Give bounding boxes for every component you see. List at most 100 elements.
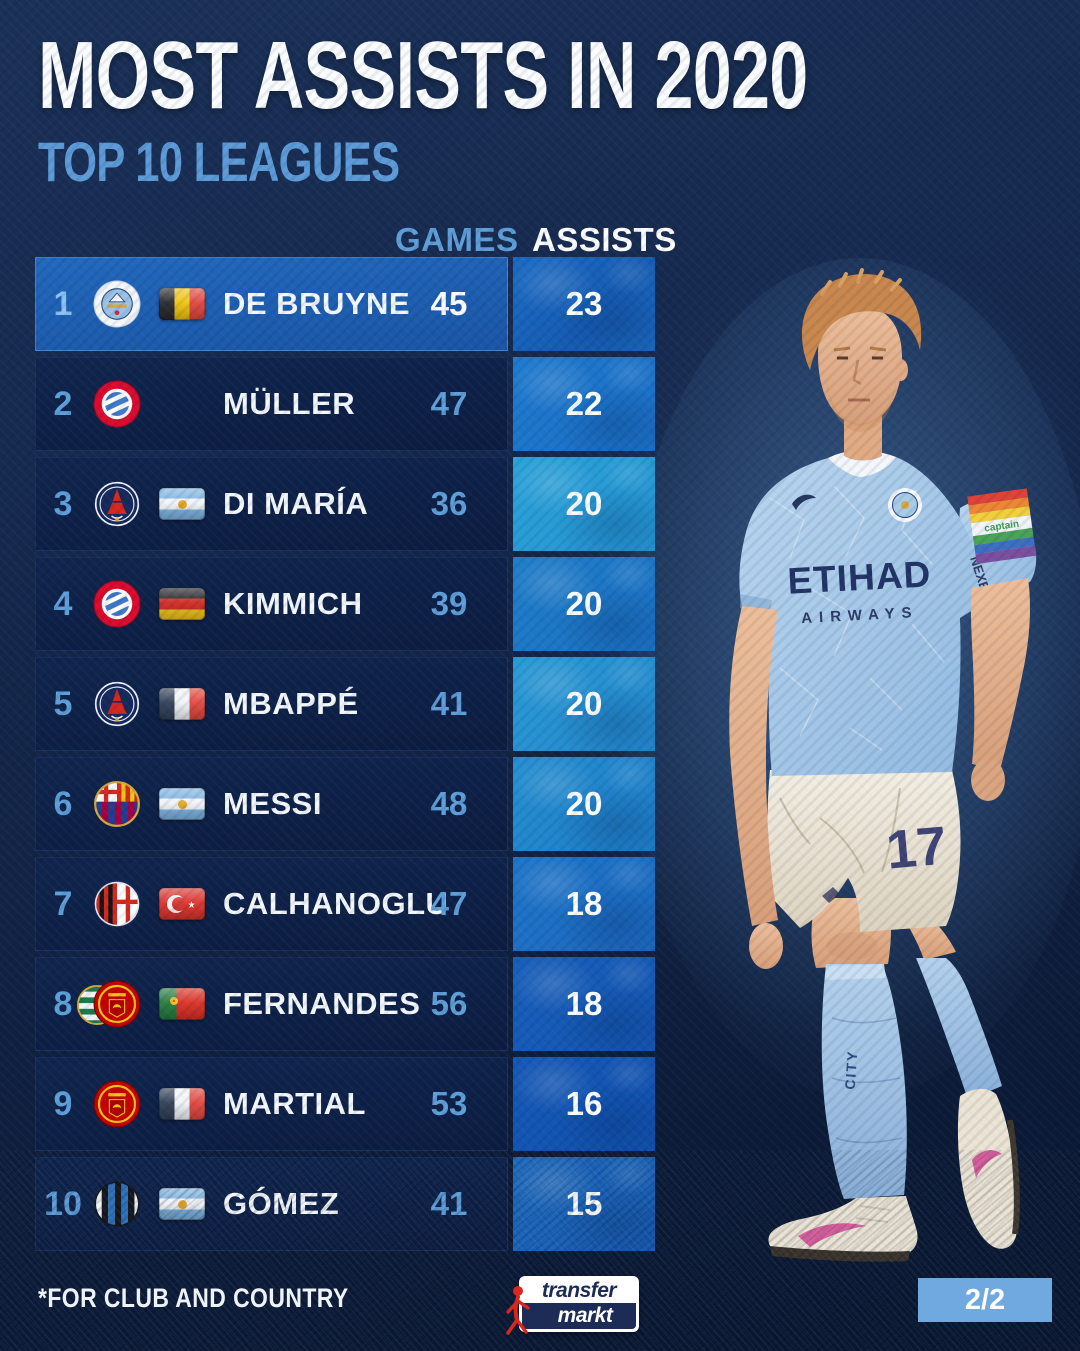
table-row: 3 DI MARÍA 36 20 — [35, 457, 655, 551]
table-row: 10 GÓMEZ 41 15 — [35, 1157, 655, 1251]
games-value: 47 — [430, 885, 468, 922]
rank-label: 10 — [44, 1184, 82, 1223]
assists-value: 18 — [565, 985, 603, 1022]
row-main-cell: 4 KIMMICH 39 — [35, 557, 508, 651]
transfermarkt-logo: transfer markt — [506, 1276, 639, 1335]
rank-label: 2 — [53, 384, 73, 423]
france-flag — [159, 688, 205, 720]
shirt-sponsor: ETIHAD — [787, 553, 933, 601]
rank-label: 3 — [53, 484, 73, 523]
manchester-united-badge — [93, 1080, 141, 1128]
puma-logo — [792, 494, 816, 510]
player-name: FERNANDES — [223, 986, 421, 1021]
france-flag — [159, 1088, 205, 1120]
assists-cell: 20 — [513, 457, 655, 551]
man-city-crest — [888, 488, 922, 522]
column-header-assists: ASSISTS — [532, 221, 677, 258]
barcelona-badge — [93, 780, 141, 828]
shorts-number: 17 — [884, 816, 949, 881]
rank-label: 6 — [53, 784, 73, 823]
assists-value: 22 — [565, 385, 603, 422]
assists-cell: 22 — [513, 357, 655, 451]
row-main-cell: 2 MÜLLER 47 — [35, 357, 508, 451]
player-name: MARTIAL — [223, 1086, 366, 1121]
assists-value: 20 — [565, 585, 603, 622]
player-name: MÜLLER — [223, 386, 356, 421]
running-player-icon — [506, 1286, 530, 1335]
row-main-cell: 10 GÓMEZ 41 — [35, 1157, 508, 1251]
assists-cell: 20 — [513, 657, 655, 751]
assists-cell: 18 — [513, 857, 655, 951]
player-arms — [729, 578, 1030, 969]
rank-label: 9 — [53, 1084, 73, 1123]
assists-cell: 20 — [513, 557, 655, 651]
armband-text: captain — [984, 519, 1020, 535]
assists-value: 16 — [565, 1085, 603, 1122]
player-head — [801, 268, 922, 461]
assists-cell: 20 — [513, 757, 655, 851]
page-indicator: 2/2 — [964, 1283, 1006, 1316]
rank-label: 8 — [53, 984, 73, 1023]
player-photo-de-bruyne: CITY 17 ETIHAD AIRWAYS — [620, 258, 1080, 1262]
player-name: KIMMICH — [223, 586, 363, 621]
games-value: 39 — [430, 585, 468, 622]
row-main-cell: 1 DE BRUYNE 45 — [35, 257, 508, 351]
ranking-table: 1 DE BRUYNE 45 23 2 MÜLLER 47 22 3 — [35, 257, 655, 1257]
table-row: 6 MESSI 48 20 — [35, 757, 655, 851]
assists-value: 20 — [565, 685, 603, 722]
player-name: MESSI — [223, 786, 322, 821]
column-header-games: GAMES — [395, 221, 519, 258]
player-name: DE BRUYNE — [223, 286, 411, 321]
row-main-cell: 3 DI MARÍA 36 — [35, 457, 508, 551]
games-value: 48 — [430, 785, 468, 822]
player-back-leg — [906, 916, 1020, 1249]
rainbow-captain-armband: captain — [967, 488, 1037, 565]
page-subtitle: TOP 10 LEAGUES — [38, 130, 400, 193]
table-row: 9 MARTIAL 53 16 — [35, 1057, 655, 1151]
turkey-flag — [159, 888, 205, 920]
assists-value: 15 — [565, 1185, 603, 1222]
page-title: MOST ASSISTS IN 2020 — [38, 22, 808, 129]
games-value: 41 — [430, 685, 468, 722]
assists-value: 18 — [565, 885, 603, 922]
rank-label: 4 — [53, 584, 73, 623]
player-name: DI MARÍA — [223, 486, 369, 521]
page-indicator-badge: 2/2 — [918, 1278, 1052, 1322]
psg-badge — [93, 480, 141, 528]
games-value: 56 — [430, 985, 468, 1022]
assists-value: 20 — [565, 785, 603, 822]
assists-cell: 18 — [513, 957, 655, 1051]
flag-placeholder — [159, 388, 205, 420]
atalanta-badge — [93, 1180, 141, 1228]
table-row: 2 MÜLLER 47 22 — [35, 357, 655, 451]
argentina-flag — [159, 1188, 205, 1220]
row-main-cell: 6 MESSI 48 — [35, 757, 508, 851]
manchester-city-badge — [93, 280, 141, 328]
germany-flag — [159, 588, 205, 620]
table-row: 1 DE BRUYNE 45 23 — [35, 257, 655, 351]
player-jersey: ETIHAD AIRWAYS NEXEN captain — [739, 450, 1037, 776]
rank-label: 7 — [53, 884, 73, 923]
sock-text: CITY — [842, 1049, 861, 1090]
player-name: GÓMEZ — [223, 1186, 340, 1221]
assists-cell: 15 — [513, 1157, 655, 1251]
games-value: 53 — [430, 1085, 468, 1122]
logo-text-bottom: markt — [522, 1303, 636, 1329]
row-main-cell: 8 FERNANDES 56 — [35, 957, 508, 1051]
psg-badge — [93, 680, 141, 728]
table-row: 7 CALHANOGLU 47 18 — [35, 857, 655, 951]
manchester-united-badge — [76, 980, 141, 1028]
bayern-munich-badge — [93, 380, 141, 428]
games-value: 47 — [430, 385, 468, 422]
logo-text-top: transfer — [541, 1279, 617, 1302]
player-shorts: 17 — [767, 770, 961, 932]
assists-value: 23 — [565, 285, 603, 322]
table-row: 5 MBAPPÉ 41 20 — [35, 657, 655, 751]
portugal-flag — [159, 988, 205, 1020]
belgium-flag — [159, 288, 205, 320]
player-front-leg: CITY — [768, 898, 918, 1262]
player-name: CALHANOGLU — [223, 886, 449, 921]
bayern-munich-badge — [93, 580, 141, 628]
rank-label: 1 — [53, 284, 73, 323]
